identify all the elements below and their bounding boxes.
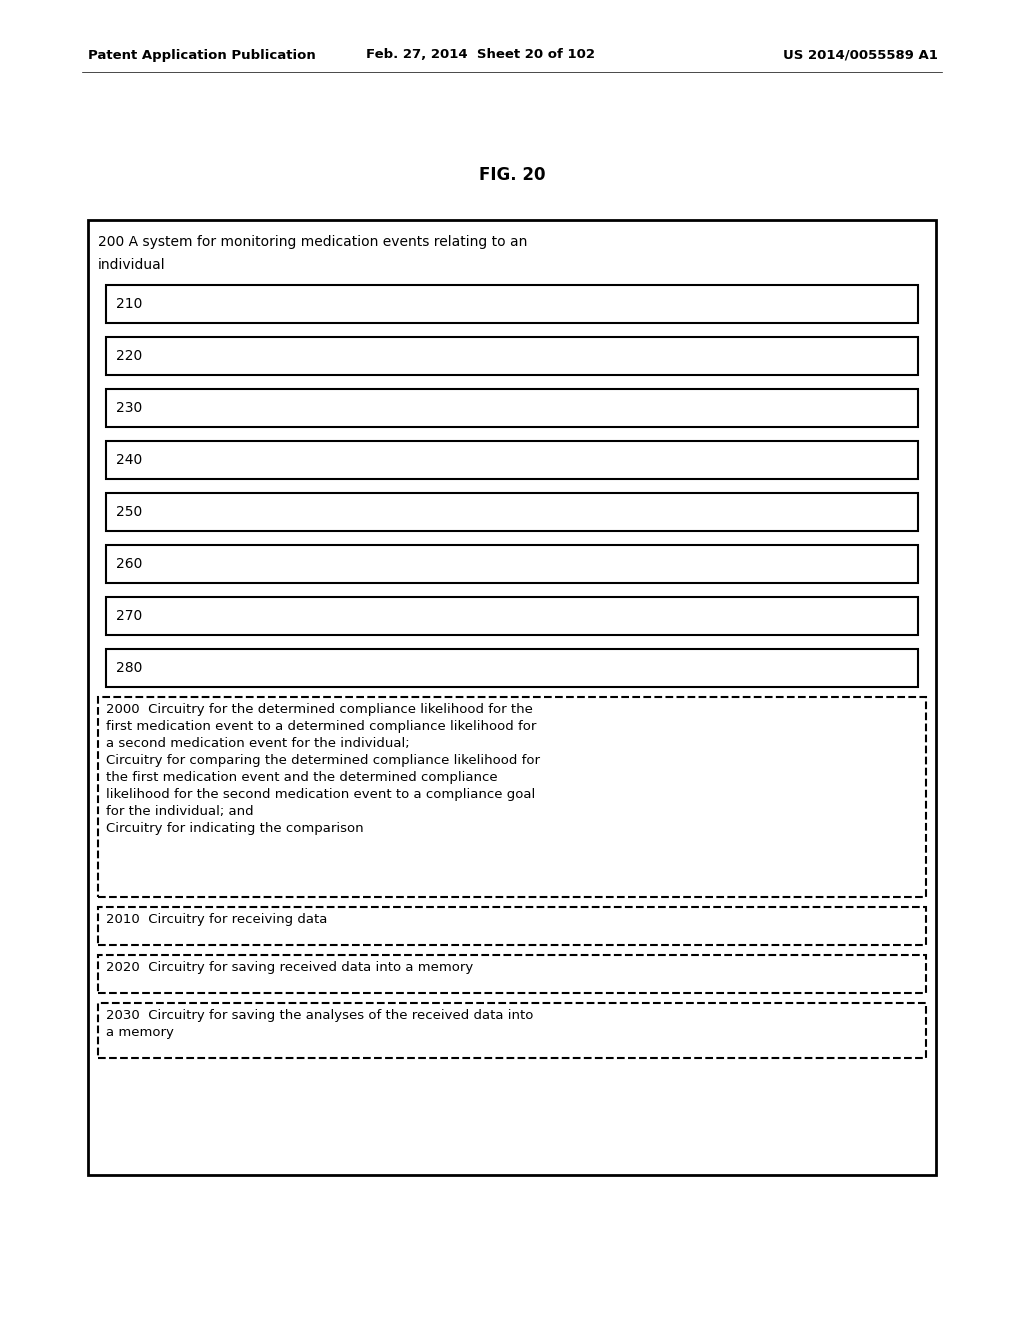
Text: 230: 230 — [116, 401, 142, 414]
Bar — [106, 389, 918, 426]
Text: 280: 280 — [116, 661, 142, 675]
Text: 260: 260 — [116, 557, 142, 572]
Text: 2020  Circuitry for saving received data into a memory: 2020 Circuitry for saving received data … — [106, 961, 473, 974]
Text: 2000  Circuitry for the determined compliance likelihood for the
first medicatio: 2000 Circuitry for the determined compli… — [106, 704, 540, 836]
Text: 2030  Circuitry for saving the analyses of the received data into
a memory: 2030 Circuitry for saving the analyses o… — [106, 1008, 534, 1039]
Text: US 2014/0055589 A1: US 2014/0055589 A1 — [783, 49, 938, 62]
Bar — [106, 597, 918, 635]
Text: 240: 240 — [116, 453, 142, 467]
Text: 220: 220 — [116, 348, 142, 363]
Bar — [106, 285, 918, 323]
Text: 2010  Circuitry for receiving data: 2010 Circuitry for receiving data — [106, 913, 328, 927]
Bar — [106, 441, 918, 479]
Bar — [98, 697, 926, 898]
Bar — [106, 545, 918, 583]
Text: 250: 250 — [116, 506, 142, 519]
Bar — [98, 954, 926, 993]
Text: 270: 270 — [116, 609, 142, 623]
Bar — [88, 220, 936, 1175]
Text: Patent Application Publication: Patent Application Publication — [88, 49, 315, 62]
Bar — [106, 649, 918, 686]
Bar — [106, 492, 918, 531]
Text: 200 A system for monitoring medication events relating to an: 200 A system for monitoring medication e… — [98, 235, 527, 249]
Text: individual: individual — [98, 257, 166, 272]
Text: Feb. 27, 2014  Sheet 20 of 102: Feb. 27, 2014 Sheet 20 of 102 — [366, 49, 595, 62]
Bar — [98, 907, 926, 945]
Text: 210: 210 — [116, 297, 142, 312]
Bar — [106, 337, 918, 375]
Text: FIG. 20: FIG. 20 — [479, 166, 545, 183]
Bar — [98, 1003, 926, 1059]
